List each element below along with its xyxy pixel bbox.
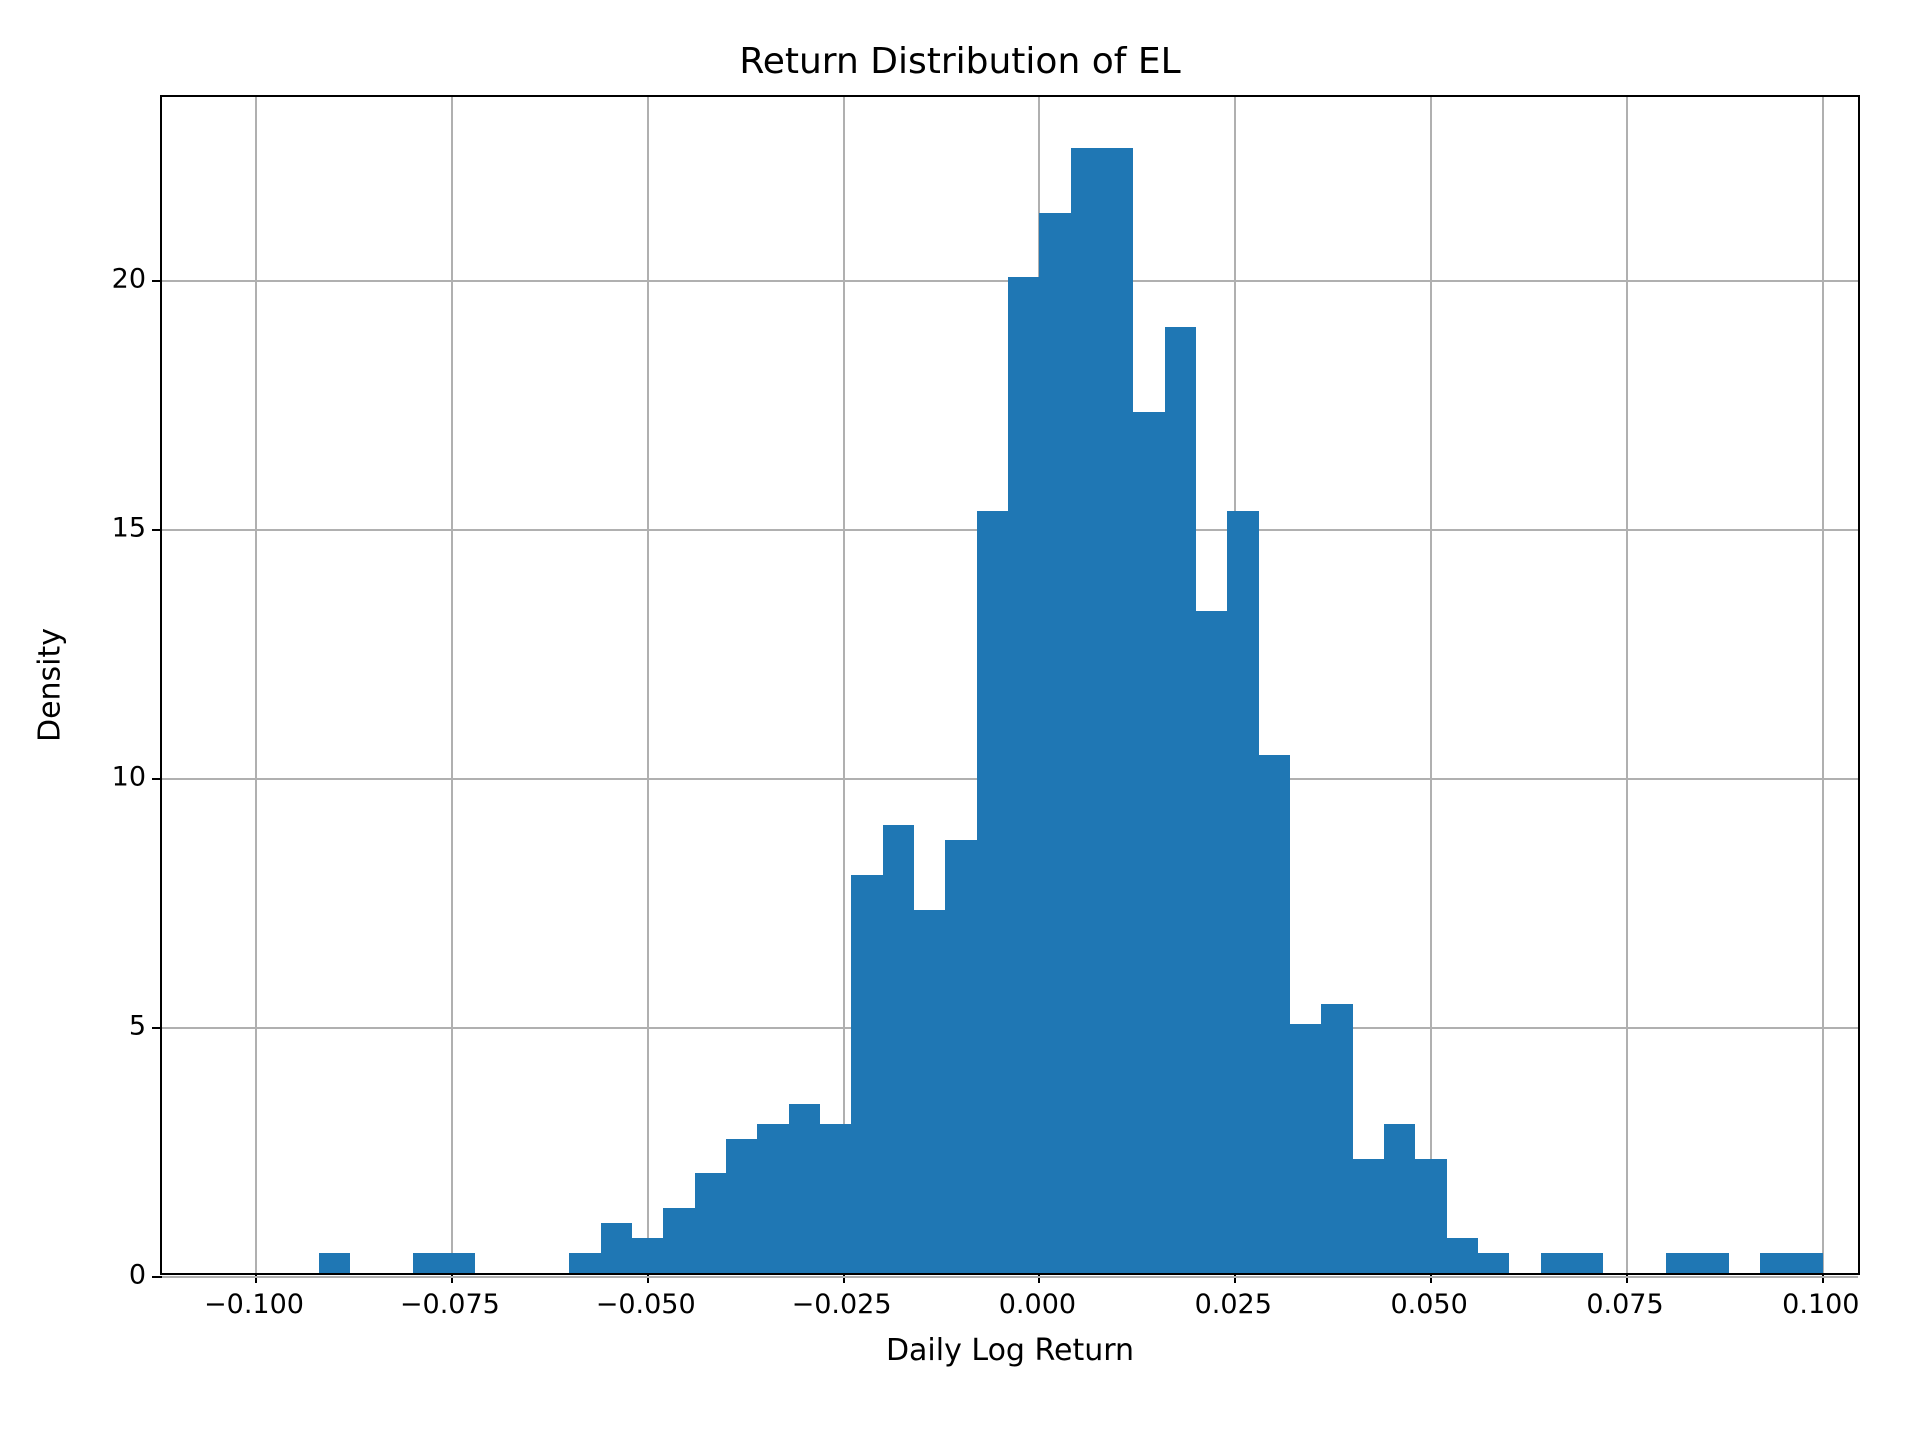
- x-tick: [1038, 1273, 1040, 1283]
- histogram-bar: [1447, 1238, 1478, 1273]
- x-tick-label: −0.075: [400, 1289, 500, 1320]
- histogram-bar: [1165, 327, 1196, 1273]
- histogram-bar: [663, 1208, 694, 1273]
- histogram-bar: [1196, 611, 1227, 1273]
- x-gridline: [1430, 97, 1432, 1273]
- histogram-bar: [1760, 1253, 1791, 1273]
- histogram-bar: [1791, 1253, 1822, 1273]
- x-gridline: [451, 97, 453, 1273]
- histogram-bar: [1353, 1159, 1384, 1274]
- histogram-bar: [1008, 277, 1039, 1273]
- x-gridline: [843, 97, 845, 1273]
- x-tick-label: 0.000: [999, 1289, 1076, 1320]
- x-tick-label: 0.075: [1586, 1289, 1663, 1320]
- x-gridline: [1626, 97, 1628, 1273]
- histogram-bar: [757, 1124, 788, 1273]
- y-tick-label: 20: [112, 264, 146, 295]
- x-gridline: [1822, 97, 1824, 1273]
- histogram-bar: [1227, 511, 1258, 1273]
- histogram-bar: [1384, 1124, 1415, 1273]
- histogram-bar: [945, 840, 976, 1273]
- histogram-bar: [413, 1253, 444, 1273]
- histogram-bar: [1290, 1024, 1321, 1273]
- x-gridline: [647, 97, 649, 1273]
- x-tick: [1626, 1273, 1628, 1283]
- x-tick-label: 0.050: [1390, 1289, 1467, 1320]
- x-gridline: [255, 97, 257, 1273]
- x-tick-label: −0.025: [792, 1289, 892, 1320]
- histogram-bar: [695, 1173, 726, 1273]
- y-tick: [152, 529, 162, 531]
- y-tick: [152, 280, 162, 282]
- figure: Return Distribution of EL Daily Log Retu…: [0, 0, 1920, 1440]
- y-tick: [152, 778, 162, 780]
- histogram-bar: [1572, 1253, 1603, 1273]
- y-tick-label: 10: [112, 762, 146, 793]
- x-tick: [843, 1273, 845, 1283]
- x-tick-label: −0.100: [204, 1289, 304, 1320]
- histogram-bar: [789, 1104, 820, 1273]
- y-tick-label: 0: [129, 1260, 146, 1291]
- x-tick: [451, 1273, 453, 1283]
- x-tick: [255, 1273, 257, 1283]
- histogram-bar: [820, 1124, 851, 1273]
- histogram-bar: [851, 875, 882, 1273]
- histogram-bar: [1697, 1253, 1728, 1273]
- y-tick-label: 15: [112, 513, 146, 544]
- x-tick-label: 0.025: [1195, 1289, 1272, 1320]
- axes: [160, 95, 1860, 1275]
- y-tick: [152, 1276, 162, 1278]
- histogram-bar: [569, 1253, 600, 1273]
- histogram-bar: [1102, 148, 1133, 1273]
- y-tick: [152, 1027, 162, 1029]
- x-tick-label: −0.050: [596, 1289, 696, 1320]
- y-tick-label: 5: [129, 1011, 146, 1042]
- histogram-bar: [1478, 1253, 1509, 1273]
- histogram-bar: [914, 910, 945, 1273]
- x-tick: [1822, 1273, 1824, 1283]
- histogram-bar: [1415, 1159, 1446, 1274]
- histogram-bar: [601, 1223, 632, 1273]
- y-gridline: [162, 1276, 1858, 1278]
- histogram-bar: [726, 1139, 757, 1273]
- histogram-bar: [1259, 755, 1290, 1273]
- x-tick: [1430, 1273, 1432, 1283]
- x-tick: [1234, 1273, 1236, 1283]
- y-axis-label: Density: [33, 628, 68, 742]
- histogram-bar: [444, 1253, 475, 1273]
- histogram-bar: [1039, 213, 1070, 1274]
- histogram-bar: [1541, 1253, 1572, 1273]
- histogram-bar: [883, 825, 914, 1273]
- histogram-bar: [319, 1253, 350, 1273]
- histogram-bar: [1666, 1253, 1697, 1273]
- plot-area: [162, 97, 1858, 1273]
- x-axis-label: Daily Log Return: [160, 1333, 1860, 1368]
- histogram-bar: [1071, 148, 1102, 1273]
- x-tick-label: 0.100: [1782, 1289, 1859, 1320]
- histogram-bar: [1133, 412, 1164, 1273]
- histogram-bar: [977, 511, 1008, 1273]
- histogram-bar: [632, 1238, 663, 1273]
- x-tick: [647, 1273, 649, 1283]
- histogram-bar: [1321, 1004, 1352, 1273]
- chart-title: Return Distribution of EL: [0, 41, 1920, 82]
